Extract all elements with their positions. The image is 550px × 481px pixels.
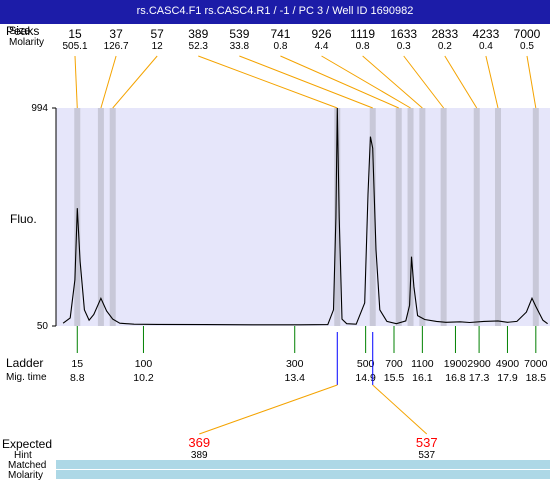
peak-band-5 [395,108,402,326]
hint-value-0: 389 [191,450,208,461]
y-tick-label-1: 50 [37,321,49,332]
peak-band-10 [495,108,501,326]
ladder-time-2: 13.4 [285,372,306,384]
molarity-header: Molarity [9,37,45,48]
peak-band-6 [407,108,414,326]
peak-size-3: 389 [188,27,208,41]
peak-molarity-5: 0.8 [274,41,288,52]
peaks-header: Peaks [6,24,40,38]
peak-size-7: 1119 [350,27,375,41]
peak-band-3 [334,108,341,326]
ladder-size-7: 2900 [467,358,491,370]
ladder-size-8: 4900 [496,358,520,370]
trace-line [62,107,548,326]
ladder-time-9: 18.5 [526,372,547,384]
peak-molarity-10: 0.4 [479,41,493,52]
peak-connector-7 [362,55,423,109]
peak-connector-0 [74,55,78,109]
size-header: Size [9,25,31,37]
expected-label: Expected [2,437,53,451]
peak-size-10: 4233 [473,27,500,41]
title-bar: rs.CASC4.F1 rs.CASC4.R1 / -1 / PC 3 / We… [0,0,550,24]
ladder-size-0: 15 [71,358,83,370]
ladder-size-6: 1900 [444,358,468,370]
peak-size-4: 539 [229,27,249,41]
peak-size-5: 741 [270,27,290,41]
ladder-time-0: 8.8 [70,372,85,384]
matched-label: Matched [8,460,47,471]
plot-area [56,108,550,326]
peak-connector-3 [198,55,338,109]
peak-size-6: 926 [312,27,332,41]
expected-value-1: 537 [416,435,438,450]
ladder-time-4: 15.5 [384,372,405,384]
peak-band-1 [97,108,104,326]
peak-size-8: 1633 [390,27,417,41]
bottom-molarity-label: Molarity [8,470,44,481]
fluo-axis-label: Fluo. [10,212,37,226]
peak-connector-9 [444,55,478,109]
peak-connector-1 [100,55,117,109]
peak-size-2: 57 [151,27,165,41]
peak-band-11 [532,108,539,326]
ladder-time-7: 17.3 [469,372,490,384]
peak-molarity-0: 505.1 [62,41,87,52]
ladder-size-5: 1100 [411,358,434,370]
ladder-label: Ladder [6,356,44,370]
peak-size-9: 2833 [431,27,458,41]
peak-molarity-6: 4.4 [315,41,329,52]
peak-connector-6 [321,55,411,109]
ladder-time-6: 16.8 [445,372,466,384]
peak-molarity-9: 0.2 [438,41,452,52]
hint-label: Hint [14,450,32,461]
peak-molarity-2: 12 [152,41,164,52]
y-tick-label-0: 994 [31,103,48,114]
peak-band-4 [369,108,376,326]
ladder-time-3: 14.9 [355,372,376,384]
mig-time-label: Mig. time [6,372,47,383]
peak-connector-8 [403,55,445,109]
peak-connector-5 [280,55,399,109]
peak-connector-10 [485,55,499,109]
peak-molarity-1: 126.7 [104,41,129,52]
ladder-size-1: 100 [135,358,153,370]
peak-band-8 [440,108,447,326]
peak-band-9 [473,108,480,326]
ladder-size-4: 700 [385,358,403,370]
ladder-size-9: 7000 [524,358,548,370]
peak-band-2 [109,108,116,326]
ladder-time-1: 10.2 [133,372,154,384]
molarity-row-highlight [56,470,550,479]
ladder-time-5: 16.1 [412,372,433,384]
peak-molarity-3: 52.3 [189,41,209,52]
expected-connector-1 [372,384,428,435]
ladder-time-8: 17.9 [497,372,518,384]
peak-molarity-7: 0.8 [356,41,370,52]
peak-band-7 [419,108,426,326]
peak-size-1: 37 [109,27,123,41]
ladder-size-2: 300 [286,358,304,370]
hint-value-1: 537 [418,450,435,461]
peak-connector-4 [239,55,373,109]
peak-size-11: 7000 [514,27,541,41]
window-title: rs.CASC4.F1 rs.CASC4.R1 / -1 / PC 3 / We… [136,5,414,17]
expected-connector-0 [199,384,338,435]
peak-molarity-11: 0.5 [520,41,534,52]
ladder-size-3: 500 [357,358,375,370]
peak-molarity-8: 0.3 [397,41,411,52]
peak-connector-2 [112,55,158,109]
matched-row-highlight [56,460,550,469]
peak-size-0: 15 [68,27,82,41]
peak-molarity-4: 33.8 [230,41,250,52]
peak-connector-11 [526,55,537,109]
expected-value-0: 369 [188,435,210,450]
